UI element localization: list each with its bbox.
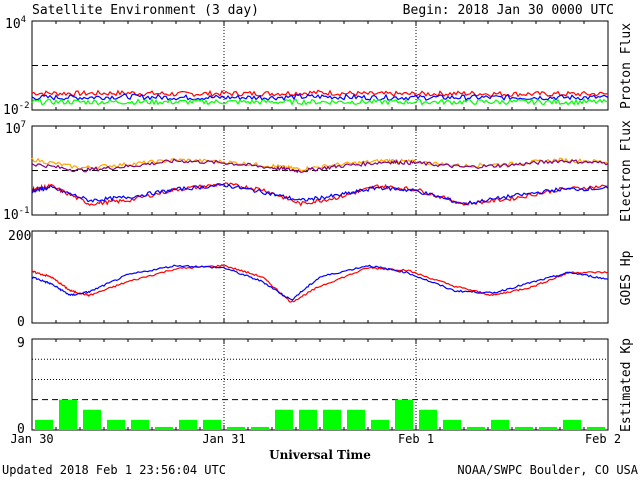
xtick-label: Feb 1 <box>398 432 434 446</box>
goes-ylabel: GOES Hp <box>619 250 634 305</box>
chart-marks <box>31 21 609 430</box>
kp-bar <box>131 419 149 430</box>
kp-bar <box>227 426 245 430</box>
kp-bar <box>107 419 125 430</box>
x-axis-title: Universal Time <box>269 448 371 462</box>
electron-series-red <box>31 182 609 207</box>
updated-timestamp: Updated 2018 Feb 1 23:56:04 UTC <box>2 463 226 477</box>
kp-panel <box>31 338 609 431</box>
kp-ytick-bottom: 0 <box>17 422 25 437</box>
proton-ytick-top: 104 <box>5 15 26 32</box>
kp-ytick-top: 9 <box>17 336 25 351</box>
credit-text: NOAA/SWPC Boulder, CO USA <box>457 463 638 477</box>
kp-bar <box>491 419 509 430</box>
kp-bar <box>371 419 389 430</box>
proton-series-green <box>31 98 609 106</box>
kp-bar <box>467 426 485 430</box>
proton-ytick-bottom: 10-2 <box>3 101 30 118</box>
kp-bar <box>323 409 341 430</box>
kp-bar <box>299 409 317 430</box>
electron-ytick-bottom: 10-1 <box>3 206 30 223</box>
goes-ytick-top: 200 <box>8 229 31 244</box>
kp-bar <box>539 426 557 430</box>
kp-bar <box>83 409 101 430</box>
xtick-label: Jan 31 <box>202 432 245 446</box>
electron-series-purple <box>31 158 609 174</box>
kp-ylabel: Estimated Kp <box>619 338 634 432</box>
kp-bar <box>419 409 437 430</box>
electron-ylabel: Electron Flux <box>619 120 634 222</box>
kp-bar <box>179 419 197 430</box>
electron-ytick-top: 107 <box>5 120 26 137</box>
kp-bar <box>275 409 293 430</box>
kp-bar <box>347 409 365 430</box>
kp-bar <box>35 419 53 430</box>
kp-bar <box>395 399 413 430</box>
kp-bar <box>155 426 173 430</box>
chart-title: Satellite Environment (3 day) <box>32 3 259 18</box>
proton-ylabel: Proton Flux <box>619 23 634 109</box>
kp-bar <box>251 426 269 430</box>
proton-series-red <box>31 89 609 98</box>
xtick-label: Jan 30 <box>10 432 53 446</box>
goes_hp-series-red <box>31 264 609 303</box>
proton-series-blue <box>31 93 609 102</box>
electron-series-blue <box>31 183 609 206</box>
goes-ytick-bottom: 0 <box>17 315 25 330</box>
kp-bar <box>515 426 533 430</box>
kp-bar <box>563 419 581 430</box>
proton-panel <box>31 20 609 111</box>
goes_hp-series-blue <box>31 264 609 301</box>
kp-bar <box>59 399 77 430</box>
kp-bar <box>443 419 461 430</box>
kp-bar <box>587 426 605 430</box>
kp-bar <box>203 419 221 430</box>
begin-time: Begin: 2018 Jan 30 0000 UTC <box>403 3 614 18</box>
xtick-label: Feb 2 <box>585 432 621 446</box>
